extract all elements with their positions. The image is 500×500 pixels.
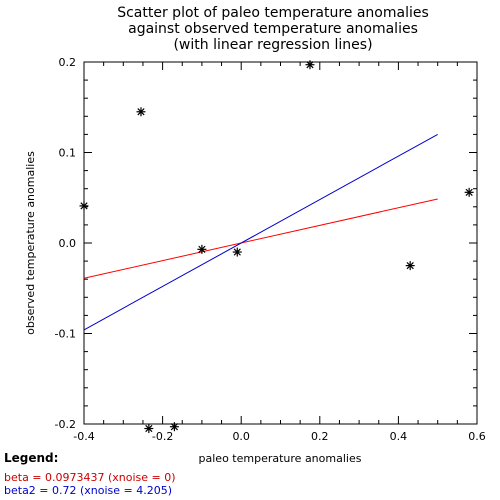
plot-frame: [84, 62, 477, 424]
data-point: [305, 60, 314, 69]
regression-line-beta: [84, 199, 438, 278]
regression-lines: [84, 134, 438, 329]
legend-item-beta: beta = 0.0973437 (xnoise = 0): [4, 471, 176, 484]
y-tick-label: 0.2: [59, 56, 77, 69]
data-point: [197, 245, 206, 254]
x-tick-labels: -0.4 -0.2 0.0 0.2 0.4 0.6: [73, 430, 485, 443]
axis-ticks: [84, 62, 477, 424]
x-axis-label: paleo temperature anomalies: [199, 452, 362, 465]
y-tick-label: 0.0: [59, 237, 77, 250]
y-tick-label: -0.1: [55, 328, 76, 341]
data-point: [136, 107, 145, 116]
y-tick-label: 0.1: [59, 147, 77, 160]
y-tick-labels: -0.2 -0.1 0.0 0.1 0.2: [55, 56, 76, 431]
x-tick-label: 0.0: [232, 430, 250, 443]
x-tick-label: -0.4: [73, 430, 94, 443]
y-tick-label: -0.2: [55, 418, 76, 431]
title-line-2: against observed temperature anomalies: [128, 21, 418, 37]
data-point: [80, 201, 89, 210]
x-tick-label: 0.6: [468, 430, 486, 443]
data-point: [170, 422, 179, 431]
y-axis-label: observed temperature anomalies: [24, 151, 37, 335]
x-tick-label: 0.2: [311, 430, 329, 443]
title-line-1: Scatter plot of paleo temperature anomal…: [117, 5, 429, 21]
data-point: [233, 248, 242, 257]
regression-line-beta2: [84, 134, 438, 329]
title-line-3: (with linear regression lines): [173, 37, 372, 53]
data-point: [406, 261, 415, 270]
x-tick-label: -0.2: [152, 430, 173, 443]
x-tick-label: 0.4: [390, 430, 408, 443]
data-point: [144, 424, 153, 433]
legend-heading: Legend:: [4, 451, 58, 465]
legend-item-beta2: beta2 = 0.72 (xnoise = 4.205): [4, 484, 172, 497]
data-point: [465, 188, 474, 197]
data-points: [80, 60, 474, 433]
chart-title: Scatter plot of paleo temperature anomal…: [117, 5, 429, 53]
